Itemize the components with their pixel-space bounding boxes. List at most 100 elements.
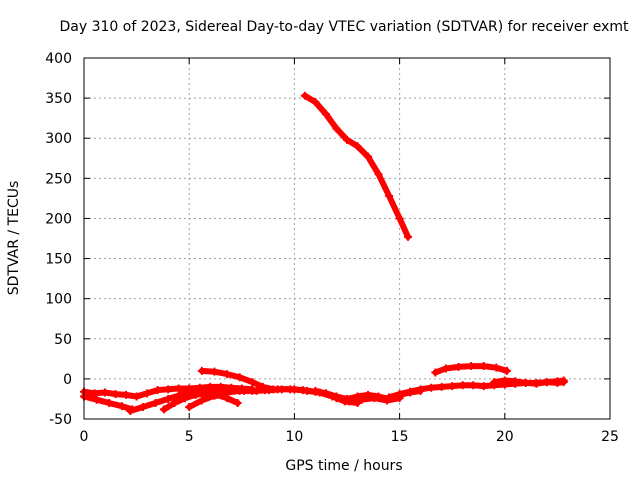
data-point <box>117 402 126 411</box>
data-point <box>374 170 383 179</box>
data-point <box>210 367 219 376</box>
data-series <box>80 91 568 415</box>
data-point <box>210 391 219 400</box>
data-point <box>191 390 200 399</box>
data-point <box>332 394 341 403</box>
series-track-high <box>301 92 411 240</box>
data-point <box>311 386 320 395</box>
data-point <box>467 362 476 371</box>
y-tick-label: 300 <box>45 131 72 147</box>
data-point <box>90 389 99 398</box>
data-point <box>311 98 320 107</box>
data-point <box>395 214 404 223</box>
y-tick-label: 50 <box>54 332 72 348</box>
data-point <box>502 366 511 375</box>
data-point <box>511 377 520 386</box>
data-point <box>469 381 478 390</box>
data-point <box>286 385 295 394</box>
data-point <box>197 366 206 375</box>
data-point <box>542 378 551 387</box>
data-point <box>105 398 114 407</box>
data-point <box>458 381 467 390</box>
y-tick-label: 100 <box>45 292 72 308</box>
data-point <box>101 388 110 397</box>
y-tick-label: 150 <box>45 252 72 268</box>
data-point <box>321 110 330 119</box>
data-point <box>164 385 173 394</box>
data-point <box>248 378 257 387</box>
data-point <box>395 390 404 399</box>
data-point <box>92 395 101 404</box>
data-point <box>345 397 354 406</box>
y-tick-label: -50 <box>49 412 72 428</box>
data-point <box>111 390 120 399</box>
data-point <box>479 382 488 391</box>
data-point <box>431 368 440 377</box>
y-tick-label: 250 <box>45 171 72 187</box>
data-point <box>180 394 189 403</box>
data-point <box>235 373 244 382</box>
data-point <box>164 394 173 403</box>
data-point <box>170 398 179 407</box>
x-tick-label: 25 <box>601 429 619 445</box>
y-axis-title: SDTVAR / TECUs <box>6 181 22 296</box>
data-point <box>197 396 206 405</box>
data-point <box>492 363 501 372</box>
axis-ticks: 0 5 10 15 20 25 -50 0 50 100 150 200 250 300 350 400 <box>45 51 619 445</box>
data-point <box>233 398 242 407</box>
y-tick-label: 350 <box>45 91 72 107</box>
data-point <box>385 191 394 200</box>
data-point <box>153 386 162 395</box>
data-point <box>138 402 147 411</box>
data-point <box>427 383 436 392</box>
x-tick-label: 10 <box>285 429 303 445</box>
data-point <box>143 389 152 398</box>
x-tick-label: 20 <box>496 429 514 445</box>
data-point <box>260 386 269 395</box>
data-point <box>300 91 309 100</box>
data-point <box>490 378 499 387</box>
data-point <box>353 142 362 151</box>
data-point <box>343 135 351 144</box>
data-point <box>132 392 141 401</box>
y-tick-label: 400 <box>45 51 72 67</box>
y-tick-label: 0 <box>63 372 72 388</box>
grid-lines <box>84 58 610 419</box>
y-tick-label: 200 <box>45 211 72 227</box>
data-point <box>126 406 135 415</box>
data-point <box>223 370 232 379</box>
x-axis-title: GPS time / hours <box>285 458 402 474</box>
data-point <box>357 395 366 404</box>
data-point <box>437 382 446 391</box>
data-point <box>185 402 194 411</box>
data-point <box>385 393 394 402</box>
data-point <box>321 389 330 398</box>
plot-frame <box>83 57 611 420</box>
data-point <box>273 385 282 394</box>
x-tick-label: 5 <box>185 429 194 445</box>
data-point <box>454 362 463 371</box>
data-point <box>532 379 541 388</box>
data-point <box>235 386 244 395</box>
data-point <box>122 390 131 399</box>
data-point <box>500 376 509 385</box>
data-point <box>332 124 341 133</box>
data-point <box>298 386 307 395</box>
data-point <box>370 394 379 403</box>
data-point <box>174 384 183 393</box>
x-tick-label: 15 <box>391 429 409 445</box>
data-point <box>404 232 413 241</box>
data-point <box>559 378 568 387</box>
data-point <box>479 362 488 371</box>
data-point <box>248 386 257 395</box>
data-point <box>364 152 373 161</box>
data-point <box>406 387 415 396</box>
data-point <box>441 364 450 373</box>
data-point <box>159 405 168 414</box>
data-point <box>151 398 160 407</box>
data-point <box>448 382 457 391</box>
x-tick-label: 0 <box>80 429 89 445</box>
data-point <box>416 385 425 394</box>
chart-title: Day 310 of 2023, Sidereal Day-to-day VTE… <box>60 19 630 35</box>
